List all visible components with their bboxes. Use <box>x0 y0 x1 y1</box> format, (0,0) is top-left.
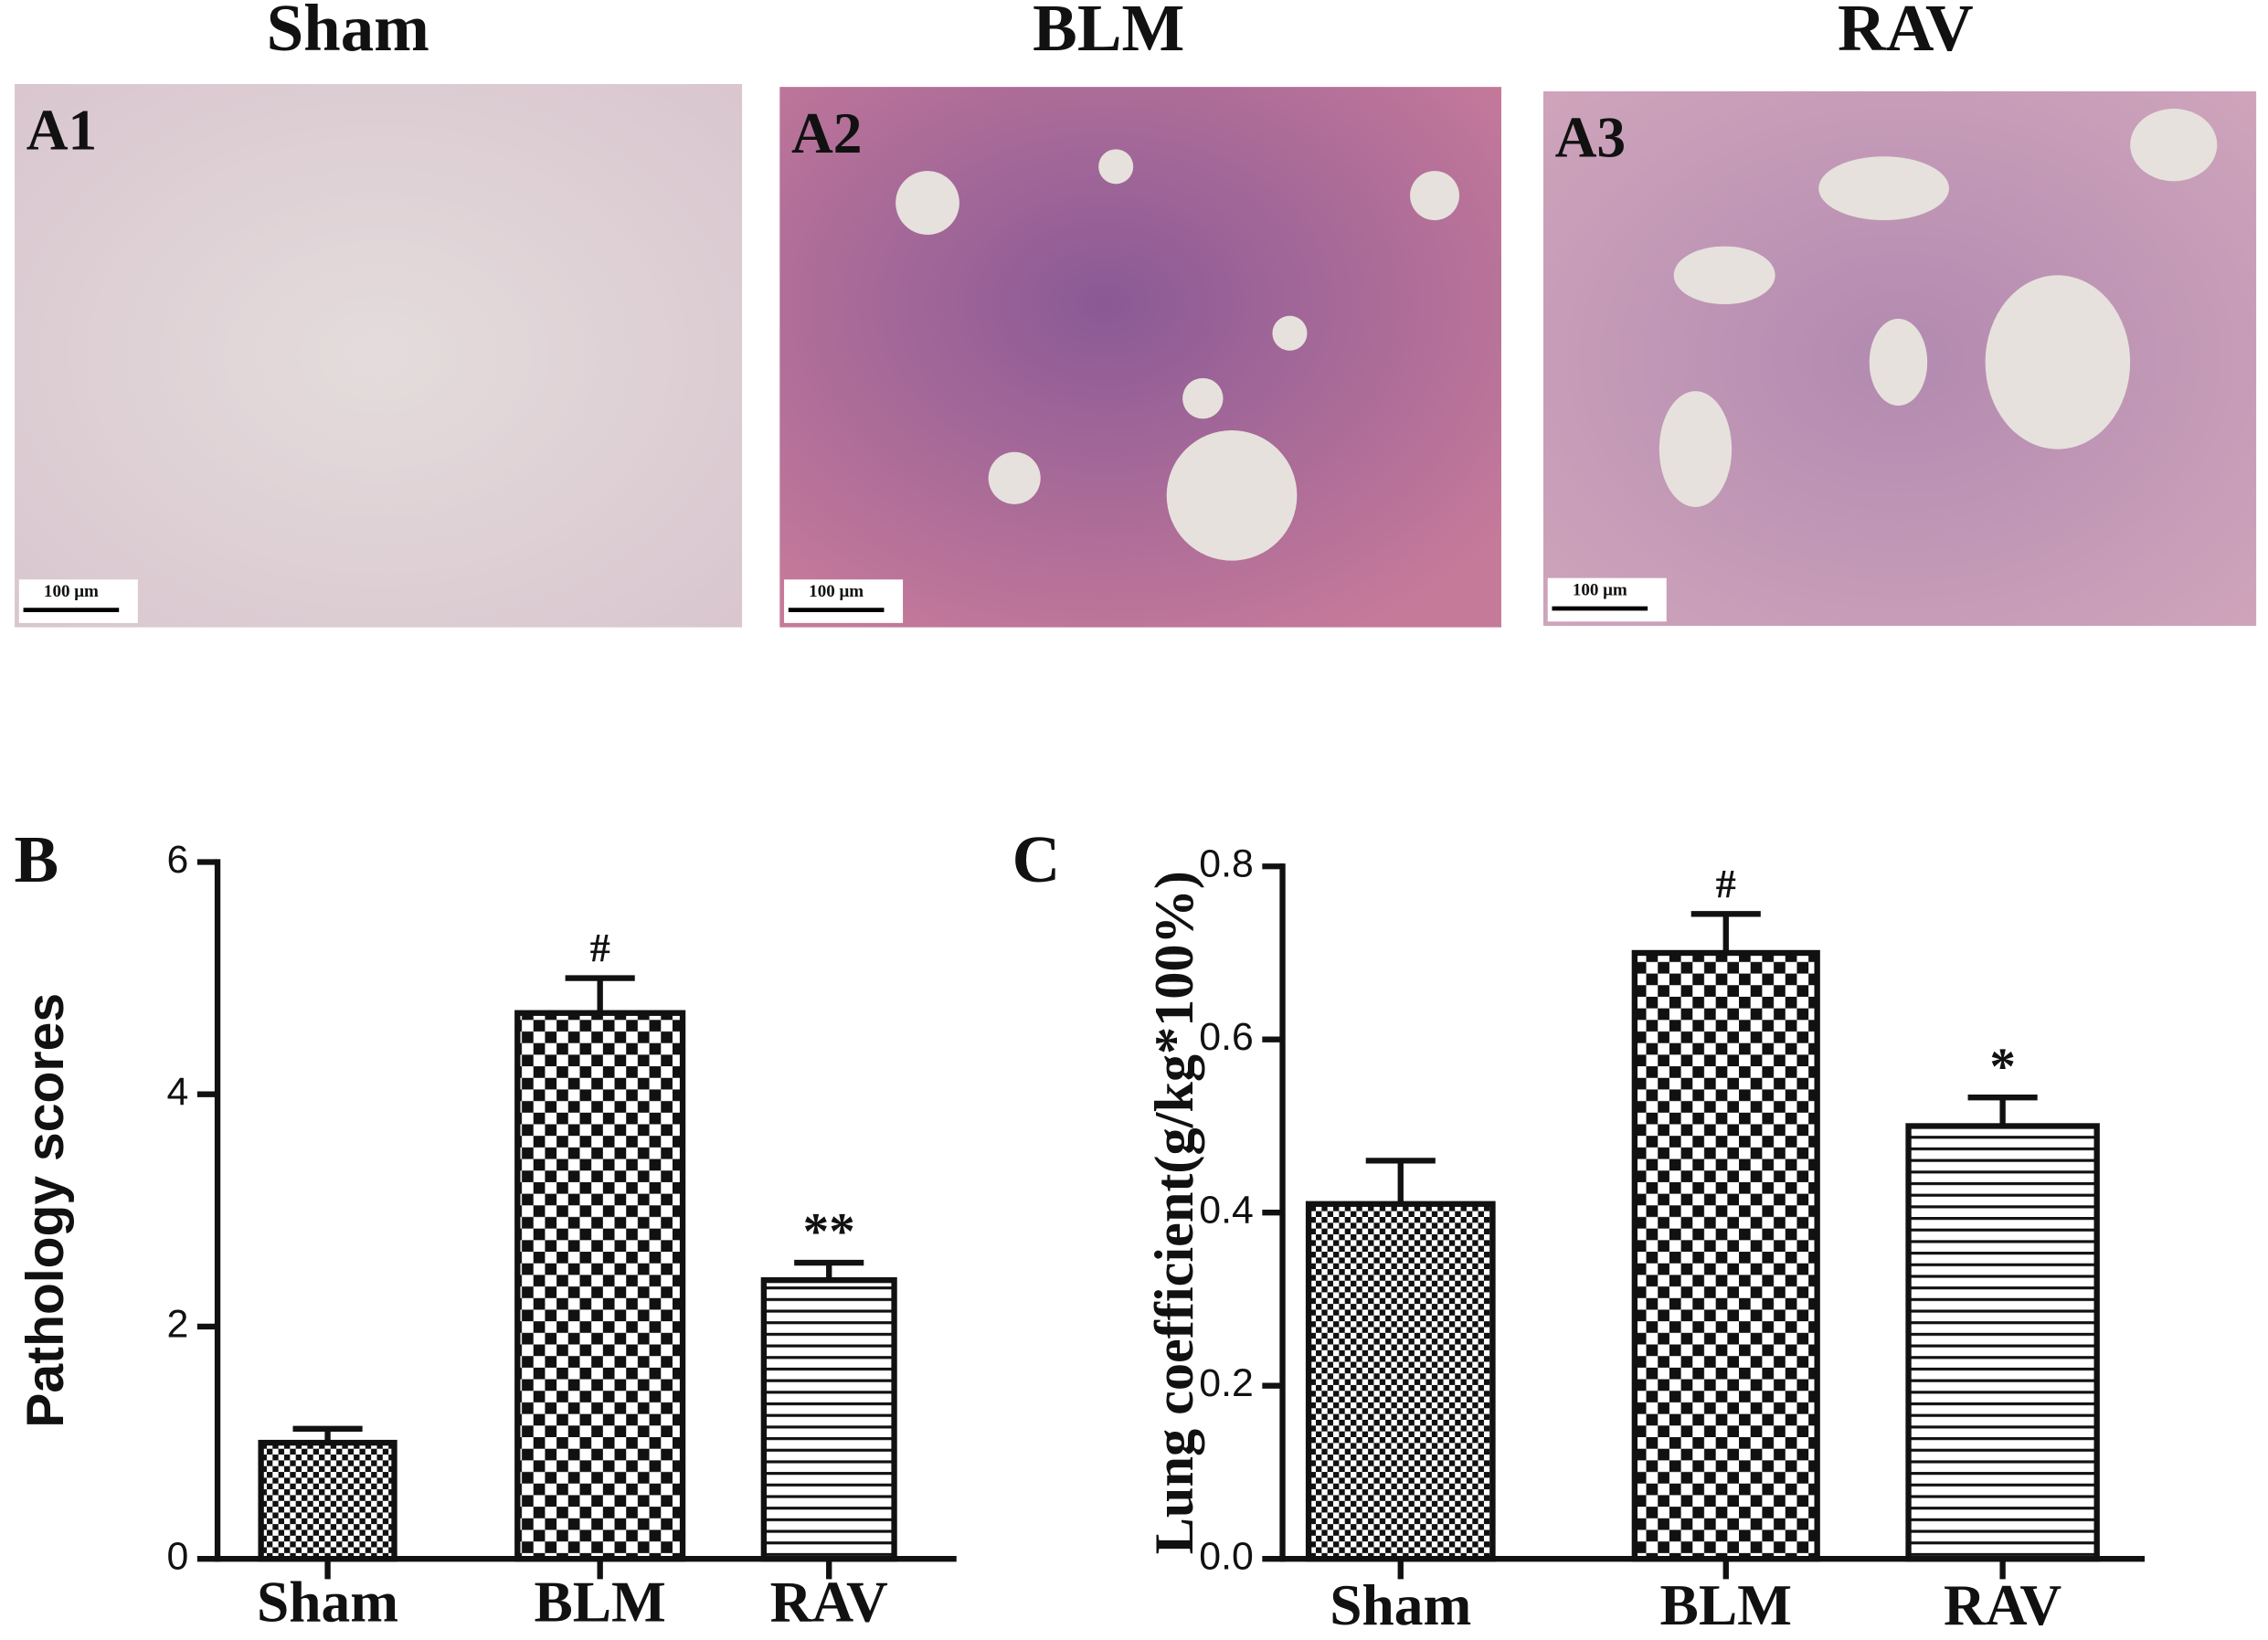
micrograph-detail <box>1659 108 2218 507</box>
panel-label: A2 <box>791 101 863 165</box>
bar <box>1631 949 1820 1562</box>
panel-label: A3 <box>1555 105 1627 170</box>
y-axis-label: Lung coefficient(g/kg*100%) <box>1144 871 1205 1554</box>
scale-bar-label: 100 μm <box>1573 580 1627 599</box>
x-tick-label: Sham <box>1330 1572 1471 1637</box>
significance-mark: # <box>590 925 610 970</box>
panel-title: BLM <box>1033 0 1184 65</box>
micrograph <box>15 83 743 628</box>
scale-bar-label: 100 μm <box>44 582 99 601</box>
micrograph <box>779 87 1501 628</box>
significance-mark: * <box>1989 1038 2016 1095</box>
photo-panels <box>15 83 2257 628</box>
x-tick-label: BLM <box>534 1570 665 1635</box>
bar <box>258 1439 397 1562</box>
bar <box>1905 1123 2100 1562</box>
x-tick-label: RAV <box>1944 1572 2061 1637</box>
y-tick-label: 0 <box>167 1535 189 1579</box>
micrograph-detail <box>896 149 1459 561</box>
x-tick-label: BLM <box>1660 1572 1792 1637</box>
significance-mark: ** <box>803 1203 855 1261</box>
bar <box>514 1010 686 1562</box>
y-tick-label: 0.4 <box>1199 1189 1254 1233</box>
y-tick-label: 0.2 <box>1199 1361 1254 1405</box>
x-tick-label: Sham <box>257 1570 398 1635</box>
panel-title: RAV <box>1838 0 1974 65</box>
panel-title: Sham <box>267 0 429 65</box>
y-tick-label: 0.6 <box>1199 1015 1254 1059</box>
x-tick-label: RAV <box>770 1570 888 1635</box>
y-tick-label: 0.0 <box>1199 1535 1254 1579</box>
scale-bar-label: 100 μm <box>809 582 864 601</box>
significance-mark: # <box>1716 861 1736 906</box>
panel-label: B <box>15 822 59 896</box>
bar <box>760 1276 897 1562</box>
y-tick-label: 6 <box>167 838 189 882</box>
panel-label: C <box>1012 822 1061 896</box>
bar <box>1305 1201 1496 1562</box>
scale-bar-box <box>18 579 138 623</box>
y-tick-label: 4 <box>167 1070 189 1114</box>
y-tick-label: 0.8 <box>1199 842 1254 886</box>
y-tick-label: 2 <box>167 1302 189 1346</box>
scale-bar-box <box>1547 577 1667 622</box>
y-axis-label: Pathology scores <box>16 993 75 1428</box>
scale-bar-box <box>784 579 904 623</box>
panel-label: A1 <box>26 98 98 163</box>
